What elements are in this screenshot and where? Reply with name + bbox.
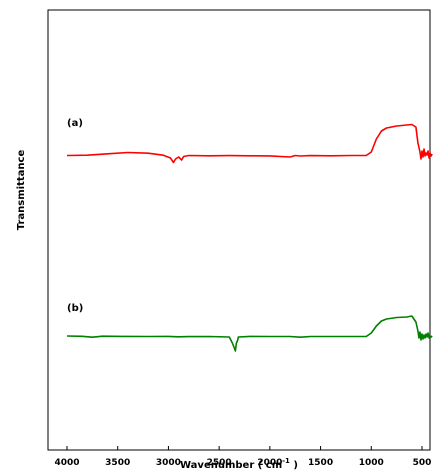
x-axis-title-end: ) bbox=[290, 460, 298, 471]
x-axis-title: Wavenumber ( cm-1 ) bbox=[180, 457, 298, 471]
x-tick-label: 500 bbox=[413, 458, 432, 468]
x-tick-label: 1500 bbox=[308, 458, 333, 468]
series-label-a: (a) bbox=[67, 118, 83, 129]
series-line-b bbox=[66, 315, 433, 352]
x-tick-label: 4000 bbox=[54, 458, 79, 468]
plot-frame bbox=[47, 9, 431, 451]
x-tick-label: 1000 bbox=[359, 458, 384, 468]
series-layer bbox=[66, 123, 433, 352]
series-label-b: (b) bbox=[67, 303, 83, 314]
y-axis-title: Transmittance bbox=[16, 150, 27, 231]
x-tick-label: 2500 bbox=[207, 458, 232, 468]
x-axis-title-superscript: -1 bbox=[282, 457, 290, 465]
x-tick-label: 2000 bbox=[257, 458, 282, 468]
x-axis-ticks: 4000 3500 3000 2500 2000 1500 1000 500 bbox=[54, 446, 431, 468]
series-line-a bbox=[66, 123, 433, 164]
x-tick-label: 3500 bbox=[105, 458, 130, 468]
x-axis-title-main: Wavenumber ( cm bbox=[180, 460, 282, 471]
x-tick-label: 3000 bbox=[156, 458, 181, 468]
